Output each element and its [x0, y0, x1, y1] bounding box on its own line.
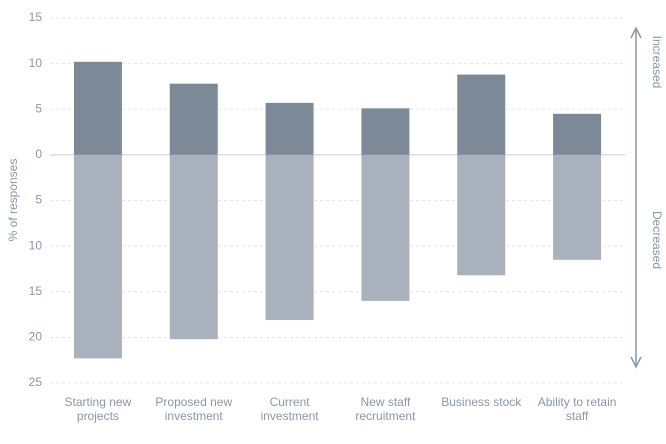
bar — [265, 102, 314, 155]
y-tick-label: 5 — [35, 101, 42, 115]
bar — [73, 154, 122, 359]
arrow-heads — [630, 26, 642, 369]
bar — [457, 154, 506, 276]
y-tick-label: 15 — [29, 10, 43, 24]
y-tick-label: 0 — [35, 147, 42, 161]
x-tick-label: Proposed new investment — [155, 395, 233, 423]
y-tick-label: 10 — [29, 238, 43, 252]
bar — [361, 108, 410, 155]
bar — [169, 154, 218, 340]
bar — [457, 74, 506, 155]
bar — [265, 154, 314, 321]
y-tick-label: 15 — [29, 284, 43, 298]
series-label: Decreased — [650, 211, 664, 269]
y-tick-label: 5 — [35, 193, 42, 207]
bar — [553, 113, 602, 155]
x-tick-label: Starting new projects — [64, 395, 132, 423]
x-tick-label: New staff recruitment — [355, 395, 416, 423]
bar — [553, 154, 602, 260]
bar — [73, 61, 122, 155]
bar — [169, 83, 218, 155]
x-tick-label: Ability to retain staff — [537, 395, 617, 423]
x-tick-label: Current investment — [260, 395, 319, 423]
y-tick-label: 10 — [29, 56, 43, 70]
bar — [361, 154, 410, 301]
x-tick-label: Business stock — [441, 395, 522, 409]
y-tick-label: 20 — [29, 330, 43, 344]
y-tick-label: 25 — [29, 375, 43, 389]
y-axis-label: % of responses — [6, 159, 20, 242]
series-label: Increased — [650, 36, 664, 89]
